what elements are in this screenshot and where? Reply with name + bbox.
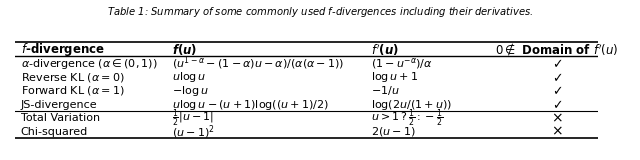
Text: $(u^{1-\alpha} - (1-\alpha)u - \alpha)/(\alpha(\alpha-1))$: $(u^{1-\alpha} - (1-\alpha)u - \alpha)/(…: [172, 55, 344, 72]
Text: $-1/u$: $-1/u$: [371, 84, 399, 97]
Text: $f$-divergence: $f$-divergence: [21, 41, 105, 58]
Text: $\frac{1}{2}|u-1|$: $\frac{1}{2}|u-1|$: [172, 108, 214, 129]
Text: $\checkmark$: $\checkmark$: [552, 57, 563, 70]
Text: $(1 - u^{-\alpha})/\alpha$: $(1 - u^{-\alpha})/\alpha$: [371, 56, 433, 71]
Text: $\times$: $\times$: [551, 111, 563, 125]
Text: $\checkmark$: $\checkmark$: [552, 98, 563, 111]
Text: $\checkmark$: $\checkmark$: [552, 71, 563, 84]
Text: Reverse KL $(\alpha = 0)$: Reverse KL $(\alpha = 0)$: [21, 71, 124, 84]
Text: $\boldsymbol{f(u)}$: $\boldsymbol{f(u)}$: [172, 42, 198, 57]
Text: $\log(2u/(1+u))$: $\log(2u/(1+u))$: [371, 98, 452, 112]
Text: $u > 1\,?\,\frac{1}{2} : -\frac{1}{2}$: $u > 1\,?\,\frac{1}{2} : -\frac{1}{2}$: [371, 108, 443, 129]
Text: $(u-1)^2$: $(u-1)^2$: [172, 123, 215, 141]
Text: Table 1: Summary of some commonly used $f$-divergences including their derivativ: Table 1: Summary of some commonly used $…: [107, 5, 533, 19]
Text: Total Variation: Total Variation: [21, 113, 100, 123]
Text: $\alpha$-divergence $(\alpha \in (0,1))$: $\alpha$-divergence $(\alpha \in (0,1))$: [21, 57, 157, 71]
Text: $0 \notin$ Domain of $f^{\prime}(u)$: $0 \notin$ Domain of $f^{\prime}(u)$: [495, 42, 619, 58]
Text: JS-divergence: JS-divergence: [21, 100, 97, 110]
Text: $2(u-1)$: $2(u-1)$: [371, 125, 415, 138]
Text: $\log u + 1$: $\log u + 1$: [371, 70, 418, 84]
Text: Forward KL $(\alpha = 1)$: Forward KL $(\alpha = 1)$: [21, 84, 125, 97]
Text: $\boldsymbol{f^{\prime}(u)}$: $\boldsymbol{f^{\prime}(u)}$: [371, 42, 399, 58]
Text: $\times$: $\times$: [551, 125, 563, 139]
Text: $-\log u$: $-\log u$: [172, 84, 209, 98]
Text: $\checkmark$: $\checkmark$: [552, 84, 563, 97]
Text: $u \log u$: $u \log u$: [172, 70, 207, 84]
Text: $u \log u - (u+1)\log((u+1)/2)$: $u \log u - (u+1)\log((u+1)/2)$: [172, 98, 329, 112]
Text: Chi-squared: Chi-squared: [21, 127, 88, 137]
